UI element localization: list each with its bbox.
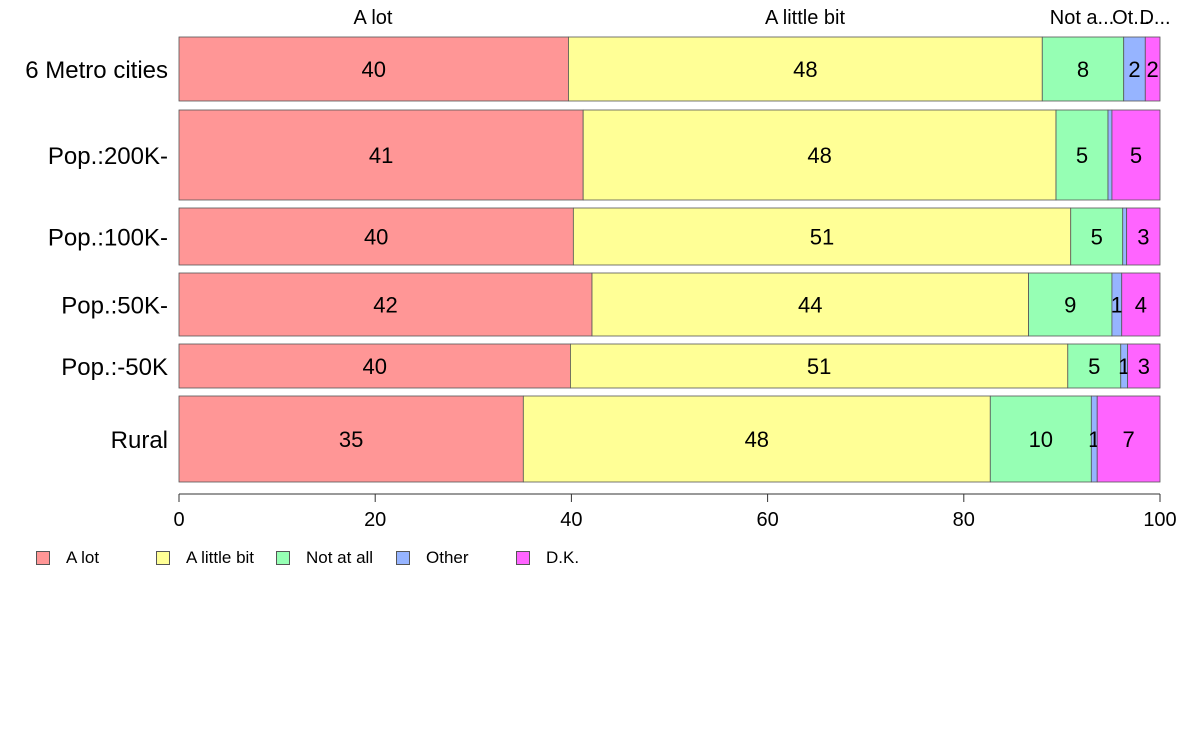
bar-value-label: 35 bbox=[339, 427, 363, 452]
category-label: Pop.:200K- bbox=[48, 143, 168, 170]
bar-segment bbox=[178, 109, 584, 201]
segment-header-label: Not a... bbox=[1050, 7, 1114, 29]
bar-segment bbox=[522, 395, 991, 483]
bar-value-label: 2 bbox=[1128, 57, 1140, 82]
bar-value-label: 10 bbox=[1029, 427, 1053, 452]
bar-value-label: 40 bbox=[364, 225, 388, 250]
bar-value-label: 5 bbox=[1088, 354, 1100, 379]
legend-label: Not at all bbox=[306, 548, 374, 567]
bar-segment bbox=[572, 207, 1072, 266]
bar-segment bbox=[1111, 109, 1161, 201]
bar-value-label: 9 bbox=[1064, 293, 1076, 318]
bar-value-label: 5 bbox=[1076, 143, 1088, 168]
bar-value-label: 51 bbox=[807, 354, 831, 379]
legend-item: Not at all bbox=[276, 548, 373, 568]
bar-value-label: 5 bbox=[1091, 225, 1103, 250]
bar-segment bbox=[568, 36, 1043, 102]
category-label: Rural bbox=[111, 427, 168, 454]
segment-header-label: Ot... bbox=[1112, 7, 1150, 29]
segment-header-label: A lot bbox=[354, 7, 393, 29]
segment-header-labels: A lot A little bit Not a...Ot...D... bbox=[354, 7, 1171, 29]
bar-value-label: 4 bbox=[1135, 293, 1147, 318]
bar-segment bbox=[178, 207, 574, 266]
segment-header-label: D... bbox=[1139, 7, 1170, 29]
bar-segment bbox=[582, 109, 1057, 201]
bar-segment bbox=[178, 395, 524, 483]
x-tick-label: 60 bbox=[756, 509, 778, 531]
bar-value-label: 48 bbox=[807, 143, 831, 168]
bar-segment bbox=[989, 395, 1092, 483]
bar-segment bbox=[1144, 36, 1161, 102]
bar-value-label: 5 bbox=[1130, 143, 1142, 168]
bar-segment bbox=[1070, 207, 1124, 266]
bar-value-label: 40 bbox=[362, 354, 386, 379]
bar-segment bbox=[1127, 343, 1161, 389]
bar-value-label: 3 bbox=[1138, 354, 1150, 379]
legend-swatch bbox=[396, 551, 410, 565]
category-label: Pop.:100K- bbox=[48, 225, 168, 252]
stacked-bar-chart: A lot A little bit Not a...Ot...D... 40 48 8… bbox=[25, 7, 1177, 531]
bar-value-label: 1 bbox=[1111, 293, 1123, 318]
x-tick-label: 40 bbox=[560, 509, 582, 531]
bar-segment bbox=[1028, 272, 1113, 337]
bars-area: 40 48 8 2 241 48 5 540 51 5 342 44 9 1 440 51 5 1 335 48 10 1… bbox=[178, 36, 1161, 483]
x-tick-label: 100 bbox=[1143, 509, 1176, 531]
legend-swatch bbox=[516, 551, 530, 565]
x-tick-label: 80 bbox=[953, 509, 975, 531]
legend-swatch bbox=[276, 551, 290, 565]
bar-segment bbox=[1126, 207, 1161, 266]
legend-label: D.K. bbox=[546, 548, 580, 567]
bar-segment bbox=[1067, 343, 1122, 389]
bar-value-label: 48 bbox=[745, 427, 769, 452]
legend-label: Other bbox=[426, 548, 469, 567]
bar-segment bbox=[1096, 395, 1161, 483]
bar-value-label: 40 bbox=[361, 57, 385, 82]
legend-swatch bbox=[36, 551, 50, 565]
bar-value-label: 8 bbox=[1077, 57, 1089, 82]
bar-segment bbox=[591, 272, 1029, 337]
bar-segment bbox=[1107, 109, 1113, 201]
segment-header-label: A little bit bbox=[765, 7, 845, 29]
bar-value-label: 44 bbox=[798, 293, 822, 318]
bar-segment bbox=[178, 343, 571, 389]
bar-value-label: 51 bbox=[810, 225, 834, 250]
x-axis: 0 20 40 60 80 100 bbox=[173, 493, 1177, 531]
bar-value-label: 7 bbox=[1122, 427, 1134, 452]
category-label: Pop.:50K- bbox=[61, 293, 168, 320]
bar-segment bbox=[1055, 109, 1109, 201]
x-tick-label: 0 bbox=[173, 509, 184, 531]
bar-segment bbox=[1121, 272, 1161, 337]
legend-item: A little bit bbox=[156, 548, 254, 568]
category-label: 6 Metro cities bbox=[25, 57, 168, 84]
legend-swatch bbox=[156, 551, 170, 565]
bar-segment bbox=[570, 343, 1069, 389]
category-label: Pop.:-50K bbox=[61, 354, 168, 381]
bar-value-label: 2 bbox=[1147, 57, 1159, 82]
bar-value-label: 3 bbox=[1137, 225, 1149, 250]
bar-value-label: 41 bbox=[369, 143, 393, 168]
legend-item: Other bbox=[396, 548, 469, 568]
y-axis-labels: 6 Metro cities Pop.:200K- Pop.:100K- Pop.:5… bbox=[25, 57, 168, 454]
bar-value-label: 48 bbox=[793, 57, 817, 82]
x-tick-label: 20 bbox=[364, 509, 386, 531]
legend-label: A lot bbox=[66, 548, 100, 567]
legend-item: A lot bbox=[36, 548, 99, 568]
legend-item: D.K. bbox=[516, 548, 579, 568]
bar-segment bbox=[178, 272, 593, 337]
bar-value-label: 42 bbox=[373, 293, 397, 318]
bar-segment bbox=[1122, 207, 1128, 266]
legend-label: A little bit bbox=[186, 548, 255, 567]
